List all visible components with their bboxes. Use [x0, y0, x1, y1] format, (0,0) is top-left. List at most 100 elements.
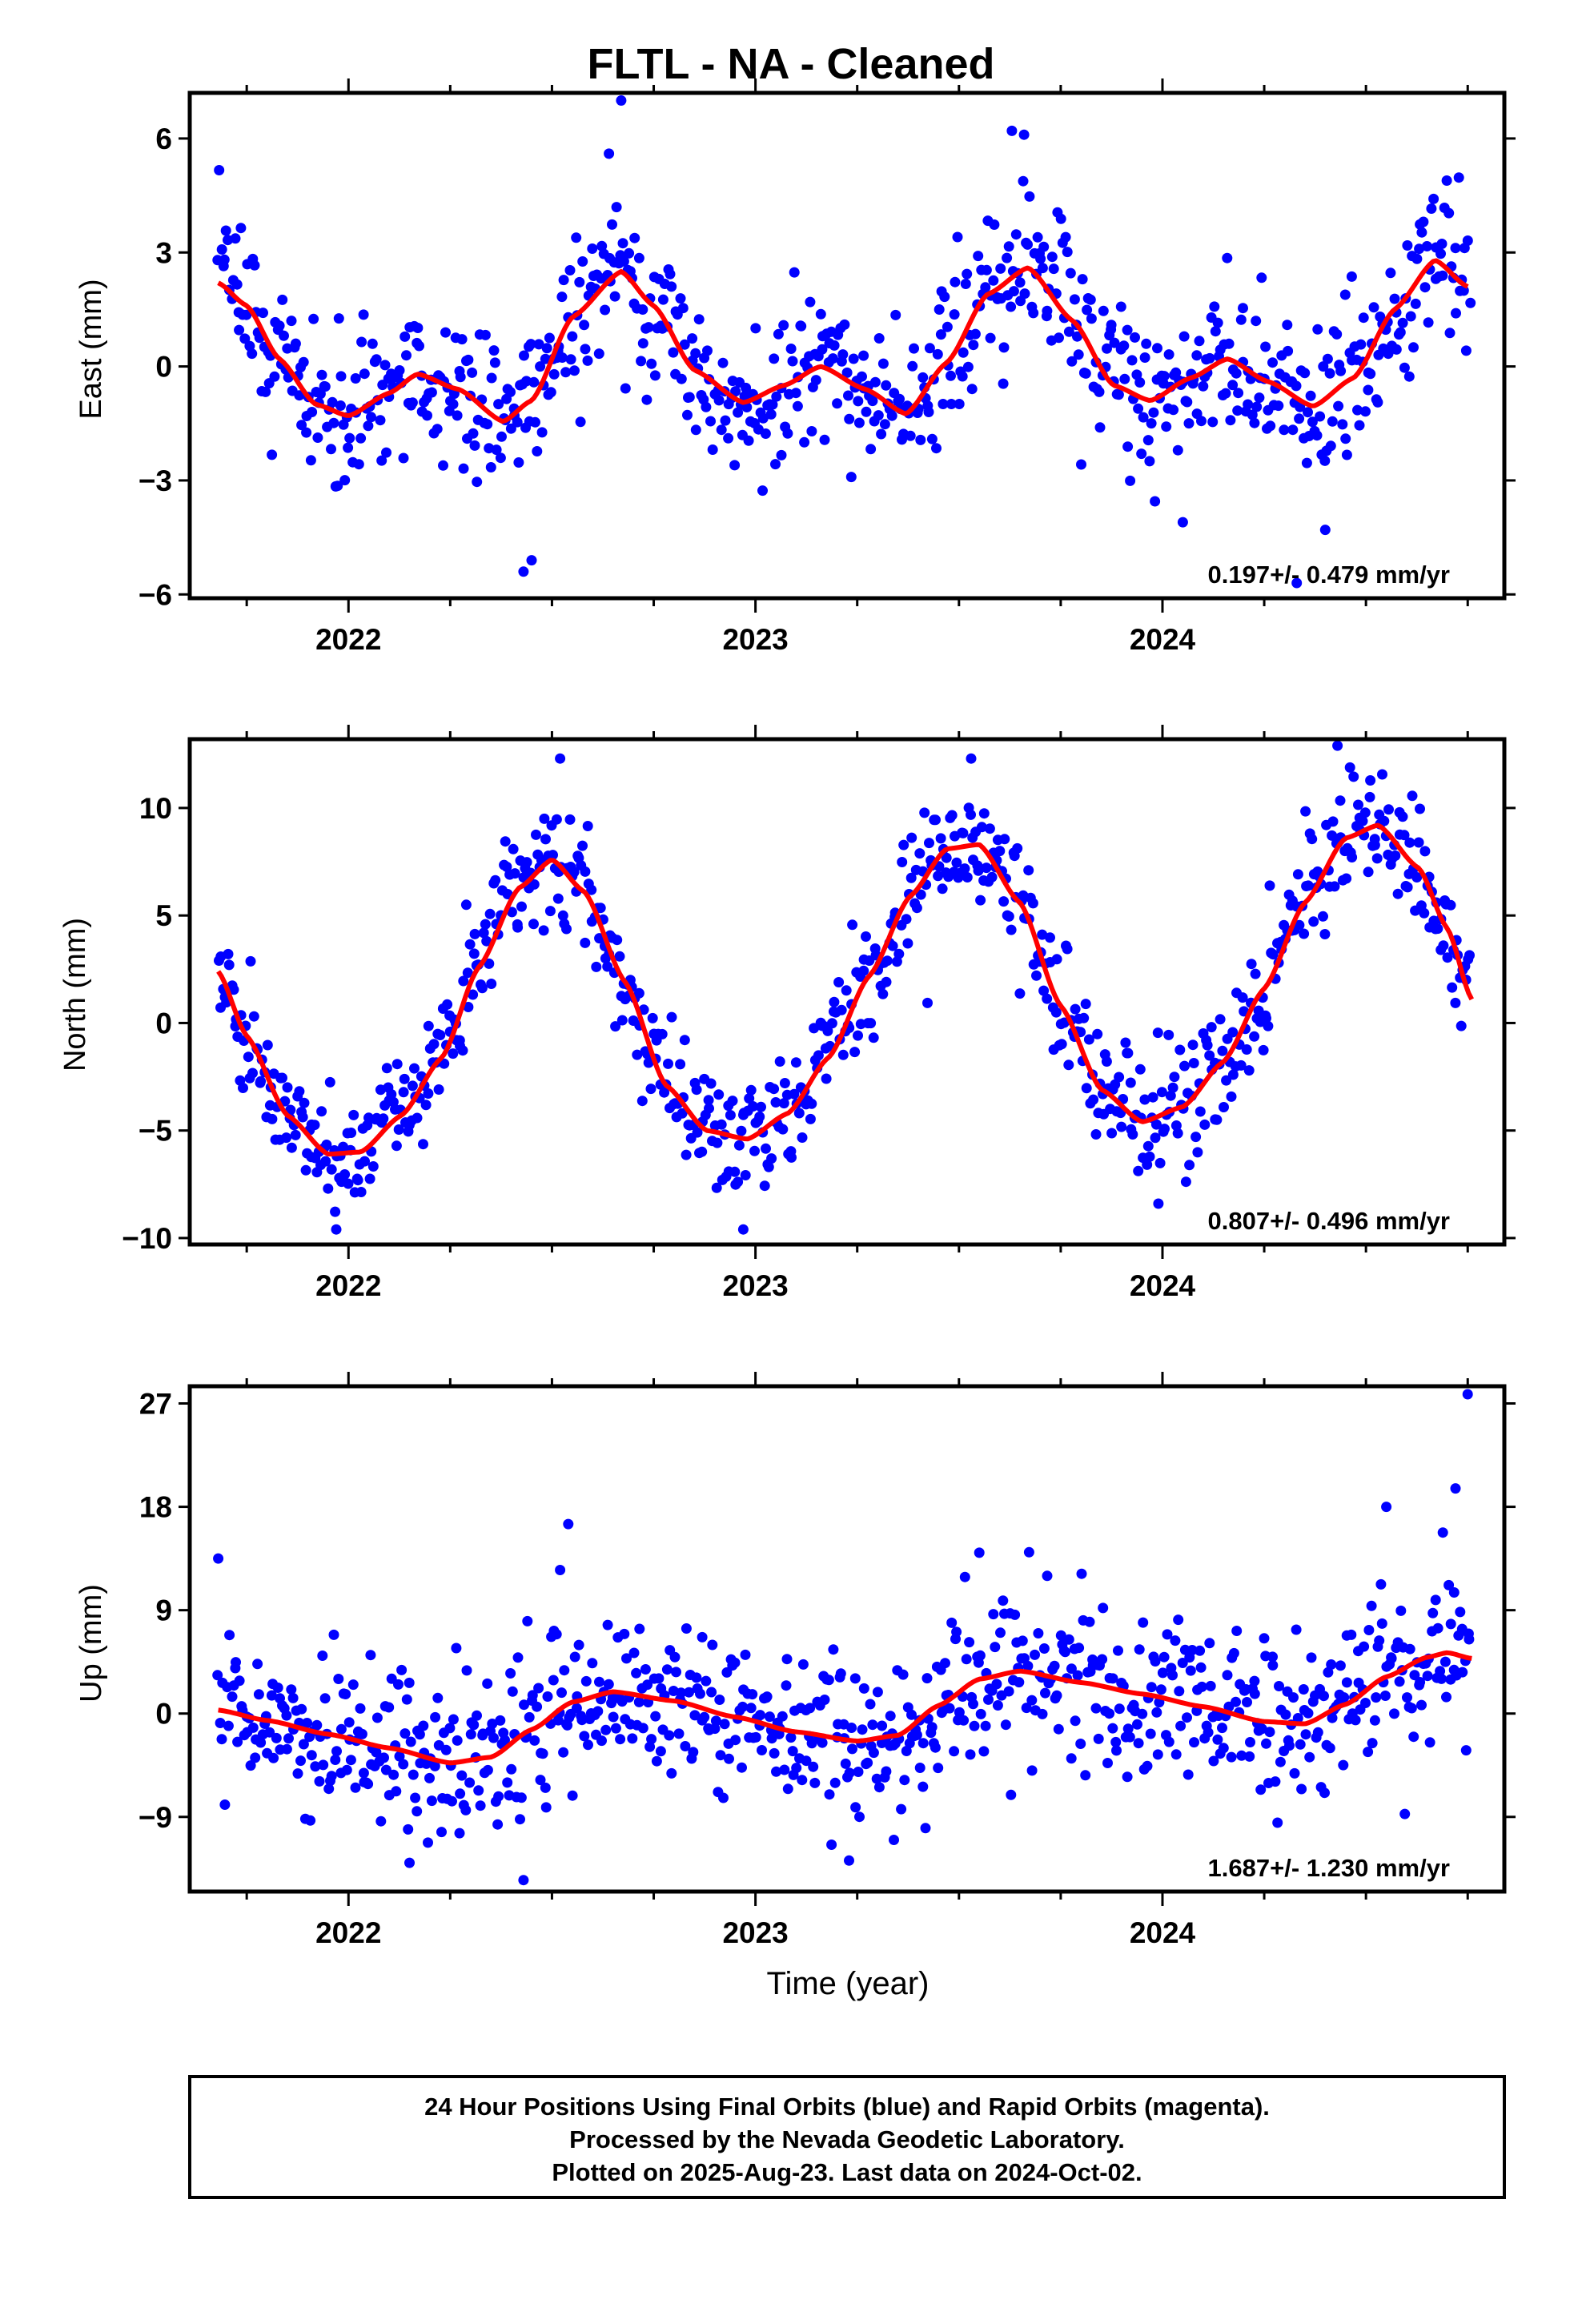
up-data-point	[1439, 1656, 1451, 1667]
east-data-point	[799, 436, 810, 448]
north-data-point	[770, 1097, 781, 1108]
up-data-point	[401, 1694, 412, 1705]
east-data-point	[693, 314, 705, 325]
east-data-point	[1037, 263, 1048, 274]
east-outlier-point	[518, 566, 529, 577]
east-frame	[187, 90, 1507, 601]
east-data-point	[452, 410, 463, 421]
north-data-point	[1120, 1037, 1131, 1048]
north-data-point	[1070, 1003, 1081, 1015]
east-data-point	[1024, 191, 1035, 202]
east-data-point	[1170, 367, 1182, 378]
up-data-point	[1218, 1743, 1229, 1754]
up-data-point	[365, 1650, 376, 1661]
up-data-point	[689, 1710, 701, 1721]
up-data-point	[317, 1651, 328, 1661]
north-xtick-label: 2022	[315, 1269, 381, 1302]
up-data-point	[1026, 1695, 1038, 1706]
up-data-point	[302, 1718, 313, 1728]
east-data-point	[810, 375, 821, 386]
up-data-point	[1408, 1731, 1419, 1743]
north-data-point	[267, 1113, 278, 1124]
north-data-point	[1150, 1119, 1162, 1130]
up-data-point	[323, 1783, 335, 1795]
east-data-point	[1062, 247, 1073, 258]
north-data-point	[1142, 1140, 1154, 1152]
east-data-point	[1018, 175, 1029, 187]
north-frame	[187, 737, 1507, 1247]
east-data-point	[1139, 352, 1150, 363]
north-data-point	[1335, 795, 1346, 806]
up-data-point	[1270, 1776, 1281, 1787]
up-data-point	[487, 1719, 498, 1729]
east-xtick-label: 2023	[722, 623, 788, 656]
east-data-point	[1076, 459, 1086, 470]
east-outlier-point	[616, 95, 627, 106]
east-data-point	[1063, 326, 1074, 337]
up-data-point	[540, 1802, 552, 1813]
north-data-point	[462, 967, 473, 979]
east-data-point	[234, 324, 245, 336]
up-data-point	[640, 1664, 651, 1675]
north-data-point	[1187, 1039, 1199, 1051]
east-data-point	[1324, 368, 1335, 379]
east-data-point	[876, 428, 887, 440]
north-data-point	[412, 1112, 423, 1124]
up-data-point	[608, 1711, 619, 1723]
east-outlier-point	[1319, 525, 1331, 536]
up-data-point	[1189, 1737, 1199, 1748]
north-data-point	[381, 1063, 392, 1074]
up-data-point	[223, 1720, 234, 1731]
up-data-point	[1212, 1734, 1223, 1745]
up-data-point	[954, 1707, 965, 1718]
east-data-point	[1391, 344, 1402, 355]
east-data-point	[1002, 252, 1013, 263]
up-data-point	[688, 1747, 699, 1758]
north-data-point	[577, 840, 588, 851]
east-data-point	[579, 320, 590, 331]
north-ytick-label: −5	[139, 1115, 172, 1148]
east-data-point	[684, 392, 695, 403]
north-data-point	[1308, 916, 1319, 927]
east-data-point	[843, 390, 853, 401]
up-data-point	[1249, 1675, 1260, 1687]
up-data-point	[340, 1689, 351, 1699]
east-data-point	[574, 276, 585, 287]
north-data-point	[805, 1113, 816, 1124]
east-xtick-label: 2024	[1130, 623, 1196, 656]
up-data-point	[1424, 1737, 1435, 1748]
north-data-point	[632, 1049, 643, 1060]
up-data-point	[805, 1703, 816, 1714]
north-data-point	[692, 1127, 703, 1138]
up-data-point	[1097, 1654, 1108, 1665]
up-data-point	[1051, 1690, 1062, 1701]
east-data-point	[1014, 277, 1026, 288]
east-data-point	[1299, 368, 1311, 379]
north-data-point	[1377, 769, 1387, 780]
up-data-point	[567, 1790, 578, 1801]
east-data-point	[1327, 416, 1338, 427]
north-data-point	[610, 1021, 621, 1032]
north-data-point	[297, 1112, 308, 1123]
north-xtick-label: 2023	[722, 1269, 788, 1302]
east-data-point	[1106, 320, 1117, 331]
north-data-point	[789, 1088, 800, 1100]
north-data-point	[1347, 852, 1358, 862]
up-data-point	[600, 1724, 612, 1735]
up-data-point	[1363, 1747, 1374, 1758]
east-data-point	[1307, 416, 1318, 428]
up-data-point	[791, 1763, 802, 1774]
up-data-point	[281, 1743, 292, 1755]
north-data-point	[468, 948, 480, 959]
north-data-point	[539, 813, 550, 824]
east-data-point	[316, 369, 327, 380]
east-data-point	[962, 268, 973, 279]
east-data-point	[363, 420, 374, 432]
east-ylabel: East (mm)	[74, 279, 108, 419]
east-data-point	[1019, 288, 1030, 300]
east-data-point	[290, 338, 301, 349]
north-data-point	[564, 814, 576, 825]
up-data-point	[408, 1769, 419, 1780]
east-data-point	[743, 435, 754, 446]
east-data-point	[1352, 404, 1363, 416]
